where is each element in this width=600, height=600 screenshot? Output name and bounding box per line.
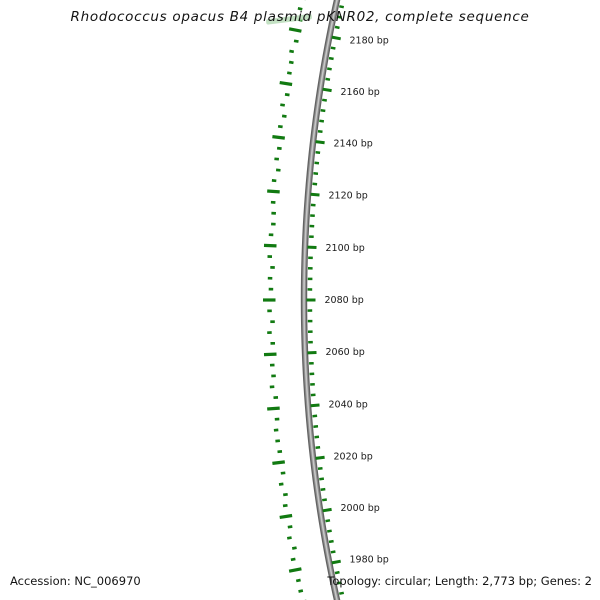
outer-major-tick [263,243,277,248]
inner-major-tick [322,507,332,513]
outer-major-tick [267,406,280,411]
tick-label: 2140 bp [334,139,373,150]
inner-minor-tick [334,25,340,30]
outer-minor-tick [283,492,288,497]
outer-minor-tick [290,557,296,562]
feature-fragment [266,13,312,25]
tick-label: 2080 bp [325,295,364,306]
inner-minor-tick [322,98,327,102]
inner-major-tick [310,192,320,197]
inner-minor-tick [334,570,340,575]
tick-label: 2040 bp [329,399,368,410]
inner-minor-tick [339,591,345,595]
inner-major-tick [331,35,341,41]
outer-minor-tick [280,471,286,475]
tick-label: 2180 bp [350,36,389,47]
outer-minor-tick [276,146,282,150]
outer-minor-tick [288,60,294,65]
outer-minor-tick [298,589,304,593]
inner-minor-tick [330,46,336,50]
outer-major-tick [288,27,302,33]
tick-label: 2020 bp [334,451,373,462]
inner-minor-tick [330,550,336,554]
inner-minor-tick [315,445,321,449]
inner-minor-tick [326,67,332,71]
inner-minor-tick [317,130,323,134]
inner-minor-tick [322,498,327,502]
inner-major-tick [315,455,325,460]
outer-minor-tick [280,103,285,107]
outer-major-tick [272,460,285,465]
inner-minor-tick [315,151,321,155]
inner-major-tick [310,403,320,408]
outer-minor-tick [289,49,295,54]
outer-minor-tick [284,93,290,97]
inner-major-tick [322,87,332,93]
tick-label: 2120 bp [329,191,368,202]
tick-label: 2100 bp [326,243,365,254]
outer-major-tick [288,567,302,573]
outer-minor-tick [297,6,303,11]
inner-minor-tick [320,109,326,113]
accession-label: Accession: NC_006970 [10,574,141,588]
outer-minor-tick [287,525,293,529]
inner-minor-tick [320,487,326,491]
inner-minor-tick [328,539,334,544]
inner-minor-tick [319,119,325,123]
outer-minor-tick [282,503,288,508]
outer-major-tick [263,352,277,357]
inner-minor-tick [325,77,331,81]
tick-label: 1980 bp [350,555,389,566]
inner-minor-tick [336,581,342,585]
outer-minor-tick [295,578,301,583]
backbone-arc [303,0,338,600]
inner-minor-tick [325,519,331,523]
topology-label: Topology: circular; Length: 2,773 bp; Ge… [327,574,592,588]
outer-minor-tick [277,124,283,129]
outer-major-tick [279,81,293,87]
inner-minor-tick [326,529,332,533]
inner-major-tick [315,140,325,145]
inner-minor-tick [319,477,325,481]
sequence-title: Rhodococcus opacus B4 plasmid pKNR02, co… [70,9,530,25]
inner-minor-tick [339,5,345,9]
outer-minor-tick [286,71,292,75]
inner-minor-tick [328,56,334,61]
outer-major-tick [267,189,280,194]
outer-minor-tick [293,39,299,43]
outer-major-tick [272,135,285,140]
outer-minor-tick [286,536,292,540]
outer-major-tick [279,513,293,519]
inner-minor-tick [336,15,342,19]
tick-label: 2000 bp [341,503,380,514]
outer-minor-tick [281,114,287,118]
tick-label: 2160 bp [341,87,380,98]
tick-label: 2060 bp [326,347,365,358]
outer-minor-tick [291,546,297,550]
inner-major-tick [331,559,341,565]
inner-minor-tick [317,466,323,470]
outer-minor-tick [278,482,284,486]
